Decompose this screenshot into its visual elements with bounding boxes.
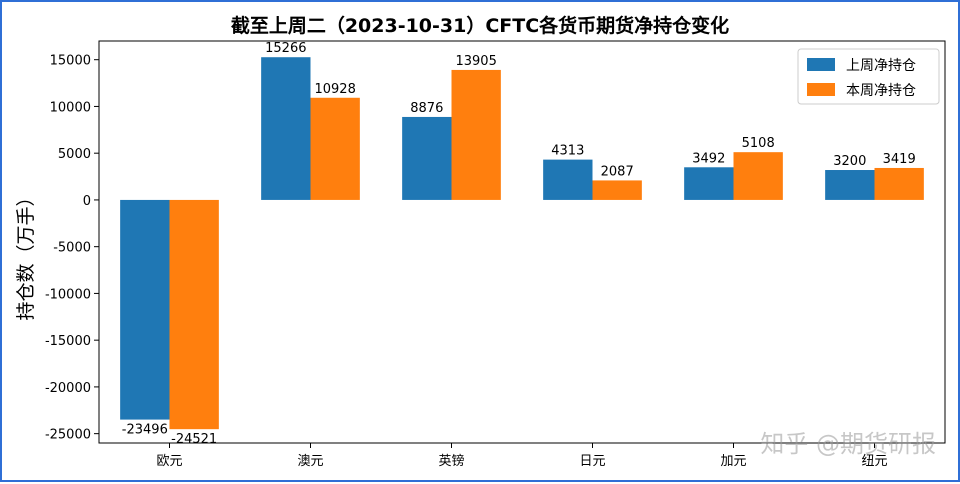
bar	[874, 167, 924, 200]
x-tick-label: 加元	[720, 454, 746, 469]
bar-value-label: 10928	[314, 82, 355, 97]
legend-swatch	[807, 83, 835, 96]
legend-label: 上周净持仓	[846, 58, 916, 74]
bar-value-label: 2087	[601, 164, 634, 179]
x-tick-label: 澳元	[297, 453, 323, 469]
watermark-text: 知乎 @期货研报	[760, 430, 936, 458]
y-tick-label: -20000	[45, 381, 91, 396]
y-tick-label: 5000	[58, 147, 91, 162]
y-tick-label: -25000	[45, 428, 91, 443]
y-tick-label: -10000	[45, 287, 91, 302]
bar-value-label: 3200	[833, 154, 866, 169]
y-tick-label: -15000	[45, 334, 91, 349]
plot-area: -25000 -20000 -15000 -10000 -5000 0 5000 10000 1…	[45, 40, 946, 469]
bar-value-label: 3419	[883, 152, 916, 167]
chart-title: 截至上周二（2023-10-31）CFTC各货币期货净持仓变化	[231, 14, 729, 37]
bar	[261, 57, 311, 200]
bar-value-label: -23496	[122, 423, 168, 438]
bar	[169, 199, 219, 430]
x-tick-label: 欧元	[156, 454, 182, 469]
bar	[402, 116, 452, 200]
bar	[733, 152, 783, 200]
bar-value-label: 5108	[742, 136, 775, 151]
bar	[543, 159, 593, 200]
bar-value-label: 13905	[455, 54, 496, 69]
bar	[120, 199, 170, 420]
y-tick-label: -5000	[53, 241, 91, 256]
bar	[684, 167, 734, 200]
x-tick-label: 纽元	[861, 454, 887, 469]
y-tick-label: 10000	[50, 100, 91, 115]
bar-value-label: 15266	[265, 41, 306, 56]
axes-frame	[98, 40, 946, 444]
bar-value-label: 3492	[692, 151, 725, 166]
bar-value-label: -24521	[171, 432, 217, 447]
bar	[310, 97, 360, 200]
bar	[451, 69, 501, 200]
y-tick-label: 0	[83, 194, 91, 209]
legend-swatch	[807, 58, 835, 71]
x-tick-label: 英镑	[438, 453, 464, 469]
y-tick-label: 15000	[50, 54, 91, 69]
x-tick-label: 日元	[579, 454, 605, 469]
legend-label: 本周净持仓	[846, 83, 916, 99]
bar	[592, 180, 642, 200]
bar	[825, 170, 875, 200]
y-axis-label: 持仓数（万手）	[15, 187, 37, 320]
bar-value-label: 4313	[551, 144, 584, 159]
bar-value-label: 8876	[410, 101, 443, 116]
